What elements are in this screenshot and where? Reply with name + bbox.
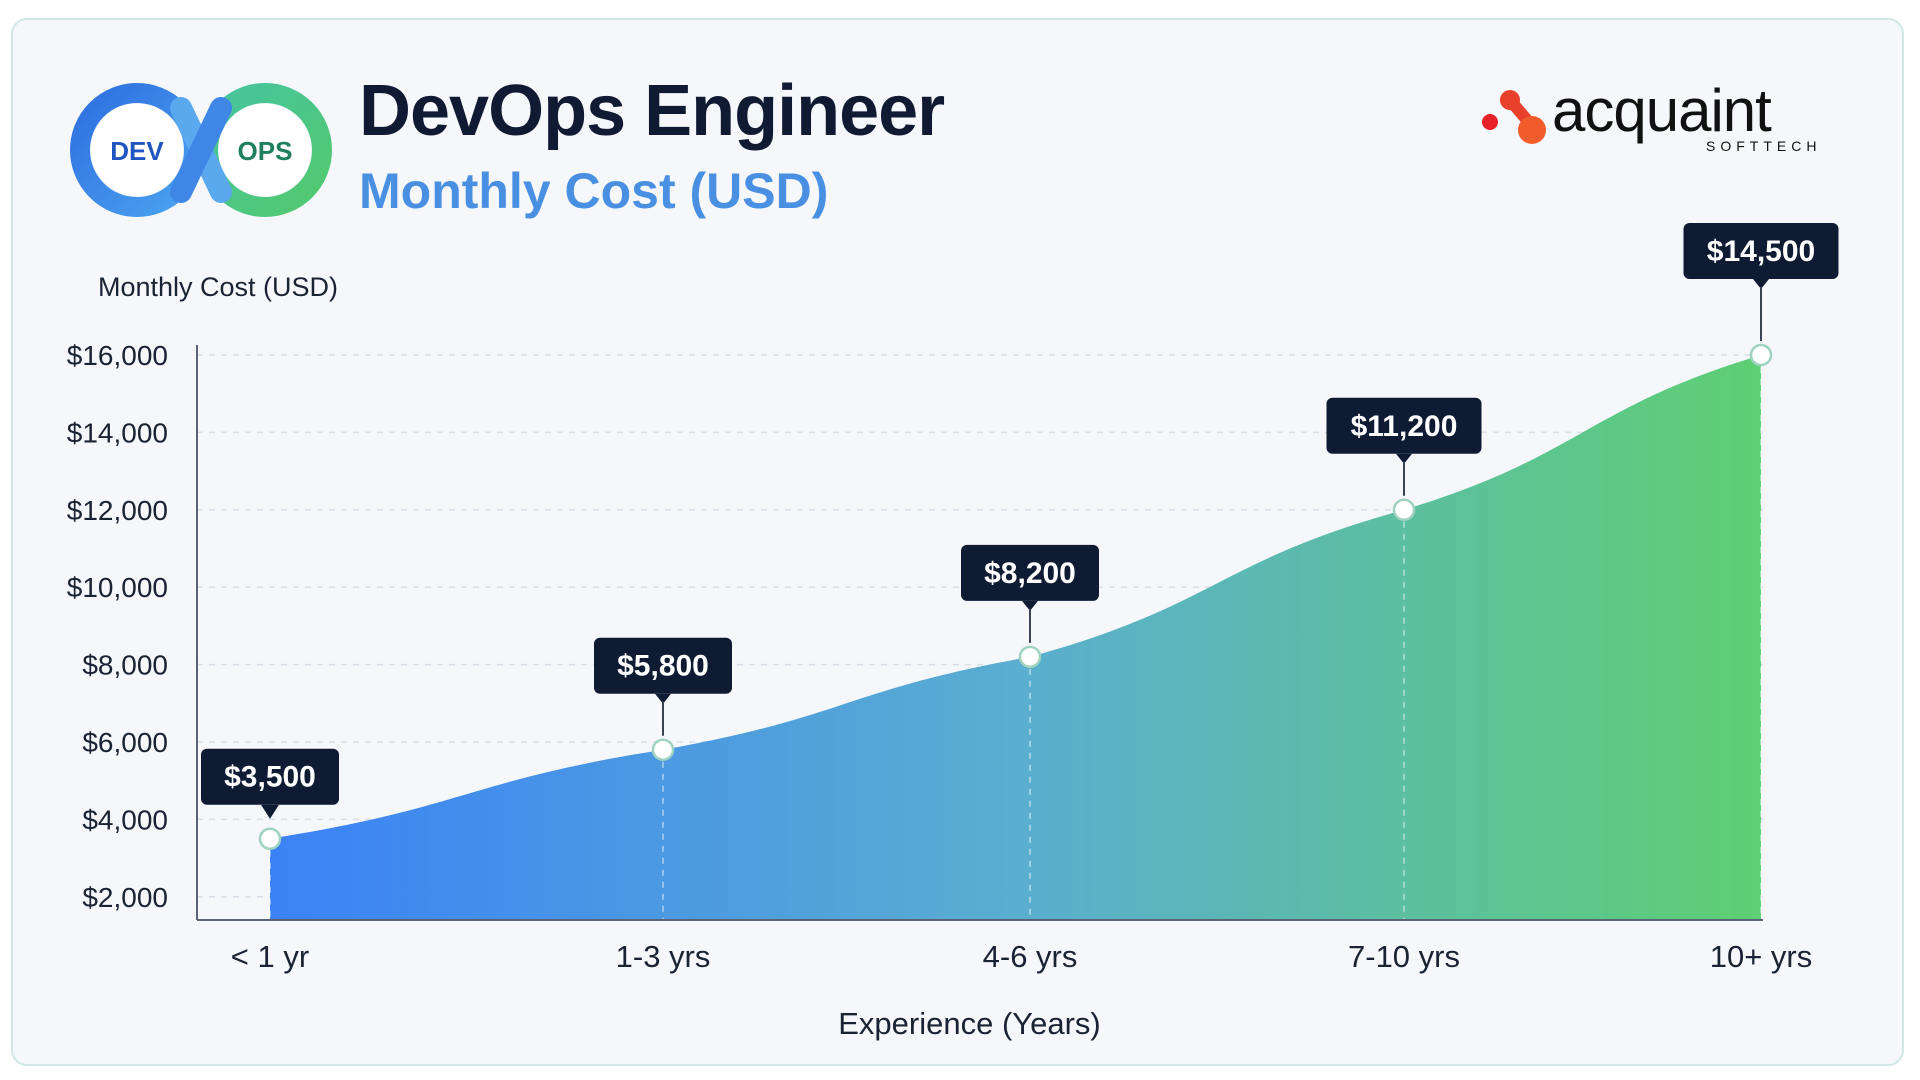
data-label: $3,500 — [201, 748, 339, 819]
devops-logo-ops-text: OPS — [238, 136, 293, 166]
page-subtitle: Monthly Cost (USD) — [359, 163, 829, 219]
y-tick-label: $12,000 — [67, 495, 168, 526]
svg-text:$5,800: $5,800 — [617, 650, 709, 683]
svg-text:$14,500: $14,500 — [1707, 235, 1815, 268]
y-tick-label: $10,000 — [67, 572, 168, 603]
data-point — [651, 738, 675, 761]
svg-text:$11,200: $11,200 — [1351, 410, 1458, 443]
brand-tagline: SOFTTECH — [1706, 138, 1822, 154]
acquaint-brand-logo: acquaint SOFTTECH — [1482, 76, 1842, 166]
x-tick-label: 4-6 yrs — [983, 939, 1078, 974]
acquaint-dots-icon — [1482, 90, 1546, 144]
devops-logo-dev-text: DEV — [110, 136, 164, 166]
data-point — [1018, 645, 1042, 669]
data-point — [1749, 343, 1773, 367]
data-label: $11,200 — [1326, 397, 1482, 496]
area-chart: $2,000 $4,000 $6,000 $8,000 $10,000 $12,000 $1… — [67, 223, 1839, 974]
y-axis-title: Monthly Cost (USD) — [98, 272, 339, 302]
page-title: DevOps Engineer — [359, 71, 945, 151]
x-axis-title: Experience (Years) — [838, 1006, 1101, 1041]
y-tick-label: $14,000 — [67, 417, 168, 448]
x-tick-label: 7-10 yrs — [1348, 939, 1460, 974]
x-tick-label: 1-3 yrs — [616, 939, 711, 974]
area-series — [270, 355, 1761, 920]
x-tick-label: < 1 yr — [231, 939, 309, 974]
brand-name: acquaint — [1552, 77, 1772, 144]
data-point — [1392, 498, 1416, 522]
data-label: $14,500 — [1683, 223, 1839, 341]
data-label: $8,200 — [961, 544, 1099, 643]
data-point — [258, 827, 282, 850]
y-tick-label: $2,000 — [82, 882, 168, 913]
chart-card: DEV OPS DevOps Engineer Monthly Cost (US… — [11, 18, 1904, 1066]
x-tick-label: 10+ yrs — [1710, 939, 1813, 974]
data-label: $5,800 — [594, 637, 732, 736]
y-tick-label: $8,000 — [82, 650, 168, 681]
y-tick-label: $6,000 — [82, 727, 168, 758]
y-tick-label: $16,000 — [67, 340, 168, 371]
devops-infinity-logo: DEV OPS — [70, 83, 332, 217]
svg-text:$3,500: $3,500 — [224, 761, 316, 794]
svg-text:$8,200: $8,200 — [984, 557, 1076, 590]
y-tick-label: $4,000 — [82, 804, 168, 835]
